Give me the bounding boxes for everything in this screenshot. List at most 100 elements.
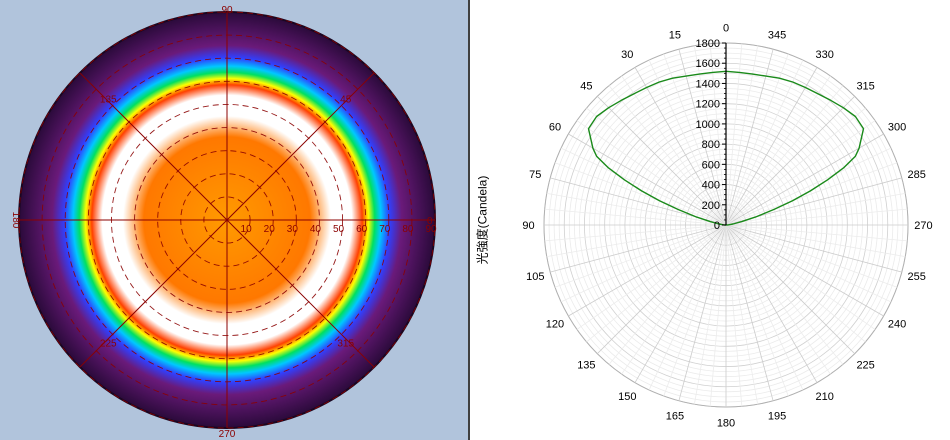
polar-angle-label: 135 (577, 360, 595, 372)
polar-spoke (725, 224, 906, 257)
polar-spoke (560, 224, 727, 303)
heatmap-radius-label: 70 (379, 224, 391, 235)
polar-angle-label: 270 (914, 220, 932, 232)
polar-candela-chart: 0345330315300285270255240225210195180165… (522, 23, 932, 430)
polar-angle-label: 210 (816, 391, 834, 403)
polar-spoke (663, 224, 727, 397)
polar-spoke (725, 224, 831, 375)
polar-angle-label: 15 (669, 29, 681, 41)
heatmap-spoke (226, 219, 375, 368)
polar-spoke (634, 224, 727, 383)
polar-r-tick-label: 1600 (696, 58, 720, 70)
polar-spoke (554, 224, 727, 288)
polar-spoke (546, 193, 727, 226)
heatmap-radius-label: 60 (356, 224, 368, 235)
y-axis-title-text: 光強度(Candela) (475, 175, 490, 265)
polar-spoke (597, 96, 727, 226)
polar-spoke (725, 147, 892, 226)
polar-angle-label: 330 (816, 49, 834, 61)
polar-spoke (725, 53, 789, 226)
polar-spoke (725, 49, 774, 226)
heatmap-radius-label: 80 (402, 224, 414, 235)
heatmap-angle-label: 45 (340, 94, 352, 105)
heatmap-angle-label: 135 (100, 94, 117, 105)
heatmap-angle-label: 315 (337, 339, 354, 350)
intensity-distribution-panel: 90 45 0 315 270 225 180 135 10 20 30 40 50 60 70 80 90 (0, 0, 468, 440)
heatmap-spoke (79, 72, 228, 221)
polar-spoke (694, 45, 727, 226)
polar-angle-label: 240 (888, 319, 906, 331)
polar-angle-label: 285 (908, 169, 926, 181)
polar-spoke (678, 224, 727, 401)
polar-spoke (568, 224, 727, 317)
polar-spoke (725, 224, 866, 343)
polar-angle-label: 75 (529, 169, 541, 181)
polar-spoke (554, 162, 727, 226)
polar-angle-label: 30 (621, 49, 633, 61)
heatmap-angle-label: 225 (100, 339, 117, 350)
polar-angle-label: 150 (618, 391, 636, 403)
polar-spoke (725, 193, 906, 226)
heatmap-radius-label: 20 (264, 224, 276, 235)
polar-spoke (725, 224, 898, 288)
polar-angle-label: 195 (768, 411, 786, 423)
polar-spoke (608, 224, 727, 365)
panel-divider (468, 0, 470, 440)
polar-spoke (725, 224, 818, 383)
polar-angle-label: 60 (549, 121, 561, 133)
polar-angle-label: 120 (546, 319, 564, 331)
polar-angle-label: 0 (723, 23, 729, 35)
polar-r-tick-label: 200 (702, 200, 720, 212)
polar-spoke (725, 45, 758, 226)
polar-r-tick-label: 1800 (696, 38, 720, 50)
heatmap-spoke (226, 72, 375, 221)
polar-spoke (586, 224, 727, 343)
polar-spoke (725, 224, 902, 273)
heatmap-radius-label: 30 (287, 224, 299, 235)
heatmap-radius-label: 90 (425, 224, 437, 235)
polar-spoke (634, 67, 727, 226)
polar-spoke (597, 224, 727, 354)
polar-spoke (725, 224, 804, 391)
heatmap-radius-label: 40 (310, 224, 322, 235)
polar-spoke (725, 59, 804, 226)
polar-angle-label: 225 (856, 360, 874, 372)
polar-spoke (725, 224, 884, 317)
polar-spoke (725, 107, 866, 226)
polar-spoke (725, 96, 855, 226)
polar-r-tick-label: 600 (702, 159, 720, 171)
polar-angle-label: 165 (666, 411, 684, 423)
polar-spoke (544, 208, 727, 226)
polar-spoke (725, 43, 743, 226)
polar-spoke (663, 53, 727, 226)
polar-spoke (648, 224, 727, 391)
polar-spoke (725, 224, 892, 303)
polar-angle-label: 300 (888, 121, 906, 133)
polar-spoke (725, 224, 774, 401)
polar-spoke (725, 224, 855, 354)
polar-r-tick-label: 1200 (696, 99, 720, 111)
polar-spoke (725, 67, 818, 226)
polar-spoke (709, 224, 727, 407)
polar-spoke (725, 224, 758, 405)
heatmap-radius-label: 10 (241, 224, 253, 235)
polar-spoke (725, 224, 844, 365)
polar-spoke (694, 224, 727, 405)
polar-spoke (725, 162, 898, 226)
polar-spoke (546, 224, 727, 257)
polar-spoke (576, 120, 727, 226)
polar-spoke (725, 224, 876, 330)
polar-spoke (648, 59, 727, 226)
polar-spoke (709, 43, 727, 226)
polar-spoke (550, 224, 727, 273)
polar-spoke (576, 224, 727, 330)
polar-angle-label: 90 (522, 220, 534, 232)
polar-angle-label: 105 (526, 271, 544, 283)
polar-angle-label: 45 (580, 80, 592, 92)
polar-spoke (725, 224, 789, 397)
polar-r-tick-label: 1000 (696, 119, 720, 131)
polar-spoke (560, 147, 727, 226)
polar-r-tick-label: 1400 (696, 78, 720, 90)
polar-r-tick-label: 400 (702, 180, 720, 192)
polar-spoke (725, 120, 876, 226)
